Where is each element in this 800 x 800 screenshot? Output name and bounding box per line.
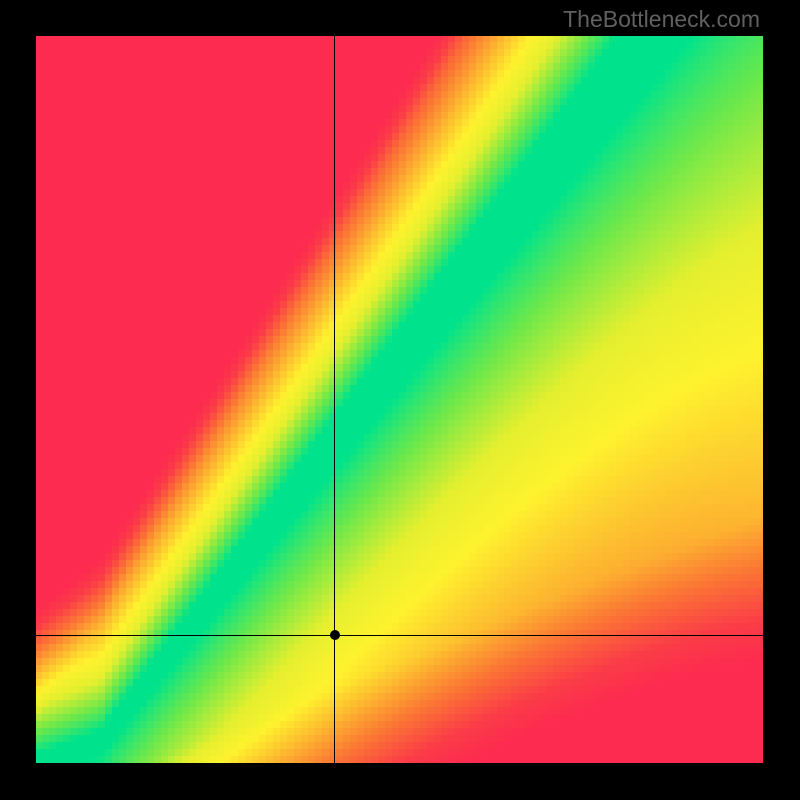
crosshair-vertical bbox=[334, 36, 335, 763]
crosshair-marker bbox=[330, 630, 340, 640]
watermark-label: TheBottleneck.com bbox=[563, 6, 760, 33]
chart-container: TheBottleneck.com bbox=[0, 0, 800, 800]
bottleneck-heatmap bbox=[36, 36, 763, 763]
crosshair-horizontal bbox=[36, 635, 763, 636]
